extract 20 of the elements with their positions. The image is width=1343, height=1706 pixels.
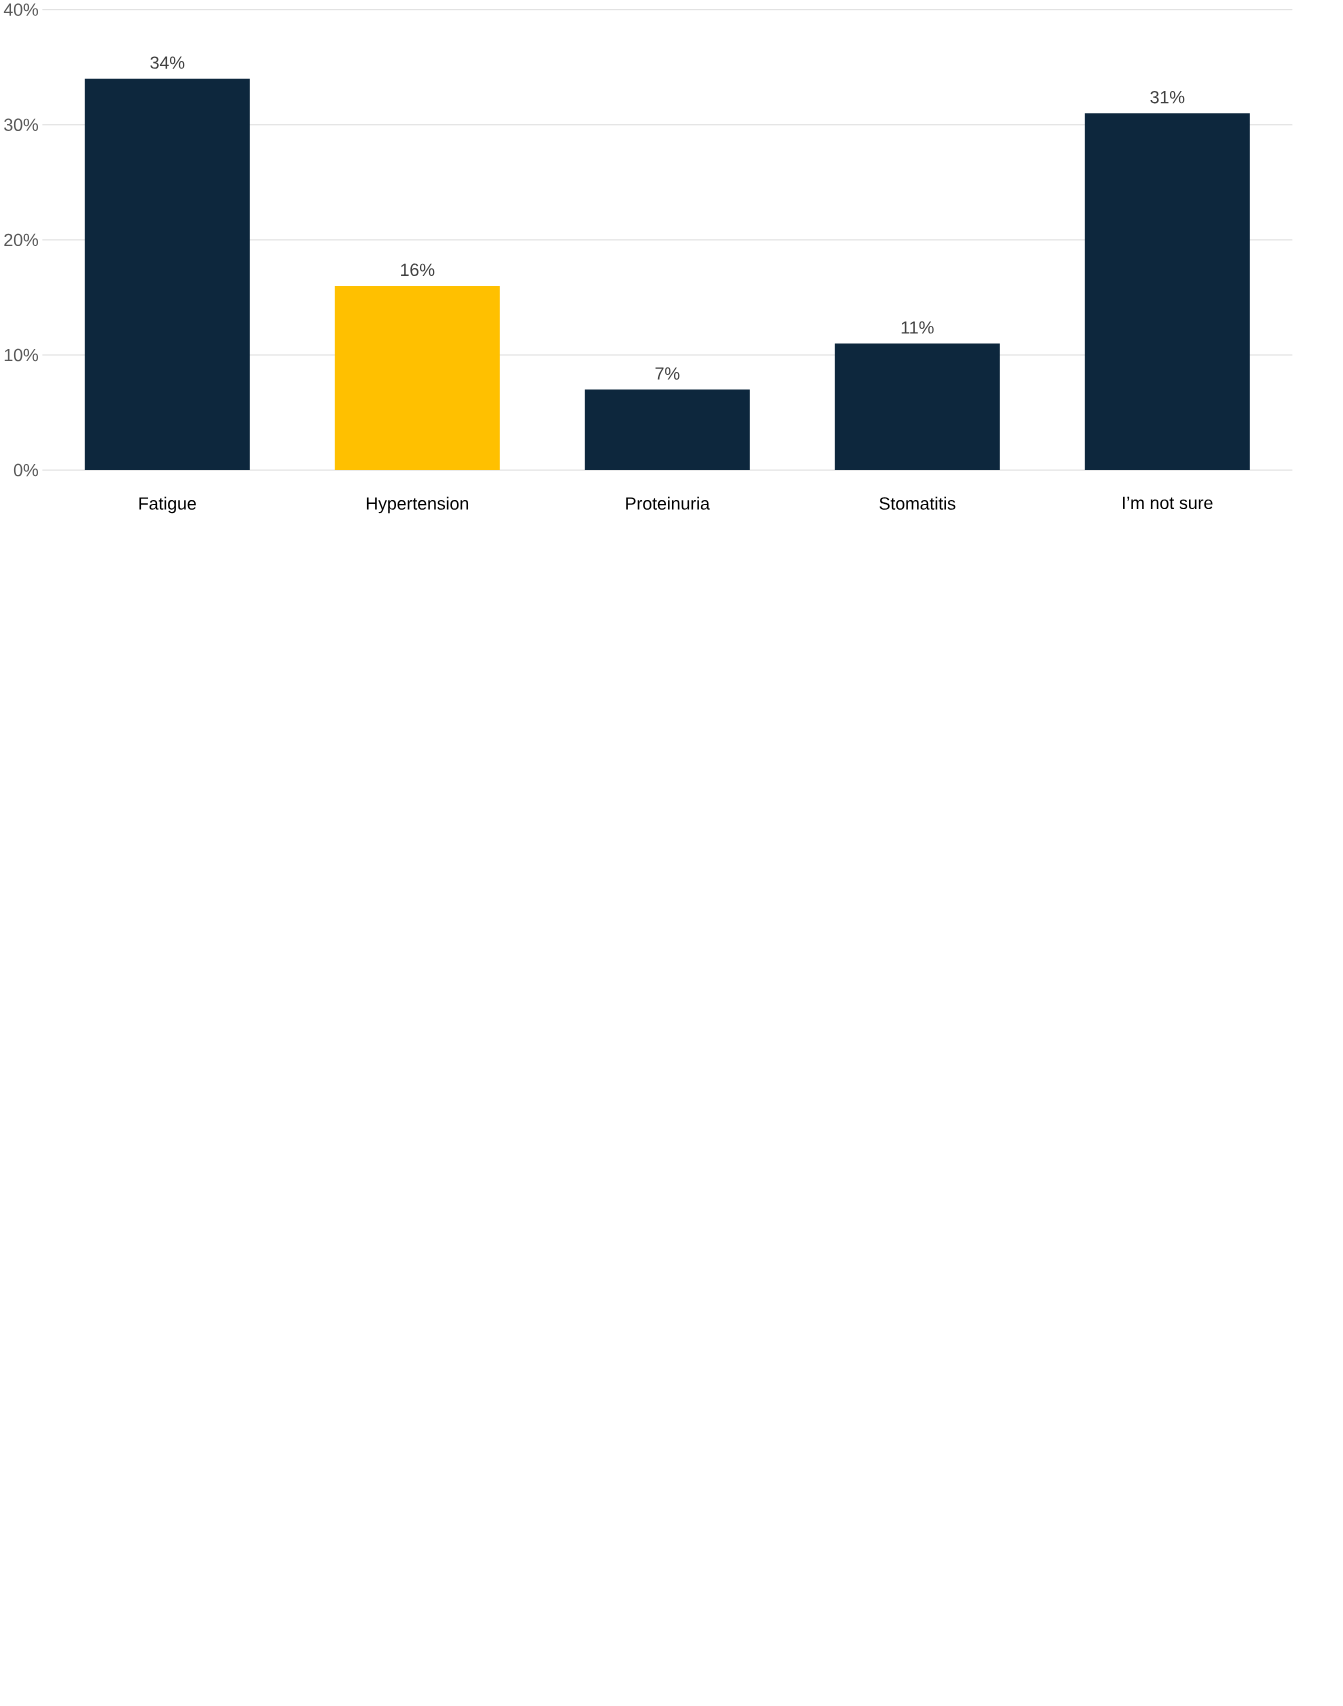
x-tick-label: Fatigue <box>139 496 196 514</box>
y-tick-label: 0% <box>13 463 39 477</box>
bar <box>834 343 1000 471</box>
data-label: 7% <box>655 367 680 380</box>
x-tick-label: I’m not sure <box>1123 496 1213 510</box>
y-tick-label: 40% <box>3 3 39 16</box>
bar <box>584 389 750 471</box>
x-tick-label: Proteinuria <box>626 496 710 510</box>
x-tick-label: Stomatitis <box>879 496 956 510</box>
x-tick-label: Hypertension <box>366 496 469 514</box>
data-label: 16% <box>401 263 435 277</box>
y-tick-label: 20% <box>4 233 39 247</box>
bar <box>1084 113 1250 471</box>
bar <box>84 78 250 471</box>
y-tick-label: 30% <box>4 118 39 132</box>
y-tick-label: 10% <box>4 348 39 362</box>
data-label: 34% <box>150 56 185 69</box>
data-label: 11% <box>901 321 934 334</box>
data-label: 31% <box>1150 90 1185 104</box>
bar <box>334 285 500 471</box>
